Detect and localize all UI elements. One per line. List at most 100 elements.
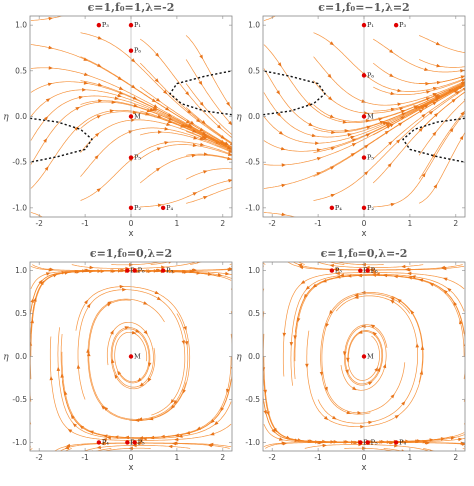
stream-arrow bbox=[155, 97, 161, 102]
streamline-15 bbox=[313, 56, 465, 106]
streamline-30 bbox=[185, 107, 232, 144]
stream-arrow bbox=[228, 149, 232, 153]
x-tick-label: -2 bbox=[268, 219, 276, 228]
stream-arrow bbox=[30, 368, 31, 369]
stream-arrow bbox=[75, 106, 80, 111]
stream-arrow bbox=[173, 441, 178, 445]
stream-arrow bbox=[394, 415, 400, 419]
stream-arrow bbox=[281, 163, 286, 167]
stream-arrow bbox=[130, 118, 136, 122]
panel-3: ϵ=1,f₀=0,λ=2-2-1012-1.0-0.50.00.51.0xηP₁… bbox=[3, 247, 233, 473]
stream-arrow bbox=[342, 120, 348, 124]
stream-arrow bbox=[319, 371, 324, 377]
streamline-22 bbox=[49, 336, 232, 441]
stream-arrow bbox=[330, 193, 336, 198]
stream-arrow bbox=[196, 118, 201, 123]
stream-arrow bbox=[354, 440, 359, 445]
critical-point-label: P₃ bbox=[399, 21, 406, 29]
stream-arrow bbox=[103, 406, 109, 411]
stream-arrow bbox=[394, 443, 399, 448]
streamline-30 bbox=[418, 83, 465, 108]
streamline-32 bbox=[317, 295, 418, 424]
stream-arrow bbox=[363, 111, 369, 115]
stream-arrow bbox=[366, 125, 371, 130]
separatrix-left bbox=[30, 117, 93, 163]
stream-arrow bbox=[421, 113, 426, 118]
stream-arrow bbox=[311, 133, 317, 138]
stream-arrow bbox=[199, 101, 204, 107]
stream-arrow bbox=[374, 367, 378, 372]
stream-arrow bbox=[214, 421, 219, 426]
stream-arrow bbox=[361, 99, 366, 103]
stream-arrow bbox=[263, 367, 266, 372]
stream-arrow bbox=[263, 344, 264, 345]
stream-arrow bbox=[390, 440, 395, 445]
y-tick-label: 0.5 bbox=[248, 66, 260, 75]
streamline-27 bbox=[418, 110, 465, 180]
streamline-8 bbox=[263, 16, 276, 21]
stream-arrow bbox=[385, 122, 390, 126]
critical-point-label: P₅ bbox=[371, 438, 378, 446]
stream-arrow bbox=[65, 443, 71, 448]
streamline-33 bbox=[88, 299, 189, 420]
stream-arrow bbox=[198, 80, 203, 86]
stream-arrow bbox=[217, 273, 223, 277]
stream-arrow bbox=[459, 319, 463, 325]
streamline-33 bbox=[418, 35, 465, 54]
stream-arrow bbox=[85, 268, 90, 273]
stream-arrow bbox=[117, 370, 122, 376]
critical-point bbox=[160, 268, 166, 273]
stream-arrow bbox=[132, 96, 138, 100]
stream-arrow bbox=[235, 144, 240, 148]
stream-arrow bbox=[424, 67, 429, 71]
streamline-9 bbox=[313, 88, 465, 201]
stream-arrow bbox=[334, 268, 339, 272]
stream-arrow bbox=[174, 433, 180, 437]
stream-arrow bbox=[170, 399, 175, 404]
stream-arrow bbox=[360, 424, 365, 429]
stream-arrow bbox=[458, 437, 463, 442]
y-tick-label: 0.0 bbox=[248, 112, 260, 121]
x-tick-label: 1 bbox=[408, 219, 413, 228]
stream-arrow bbox=[155, 167, 161, 172]
stream-arrow bbox=[453, 301, 457, 306]
stream-arrow bbox=[312, 283, 317, 288]
critical-point-label: M bbox=[367, 113, 374, 121]
streamline-33 bbox=[321, 293, 411, 414]
streamline-9 bbox=[263, 262, 266, 265]
stream-arrow bbox=[443, 277, 448, 281]
stream-arrow bbox=[273, 427, 277, 433]
stream-arrow bbox=[97, 36, 103, 40]
critical-point-label: P₂ bbox=[367, 204, 374, 212]
stream-arrow bbox=[163, 89, 168, 95]
streamline-31 bbox=[185, 83, 232, 136]
stream-arrow bbox=[322, 443, 327, 448]
stream-arrow bbox=[468, 75, 473, 78]
stream-arrow bbox=[461, 442, 465, 446]
stream-arrow bbox=[226, 388, 230, 394]
stream-arrow bbox=[67, 429, 73, 433]
stream-arrow bbox=[228, 179, 232, 183]
stream-arrow bbox=[368, 381, 373, 386]
stream-arrow bbox=[166, 122, 171, 126]
streamline-12 bbox=[64, 448, 72, 451]
stream-arrow bbox=[406, 268, 411, 272]
stream-arrow bbox=[121, 268, 126, 273]
stream-arrow bbox=[118, 86, 124, 90]
panel-title: ϵ=1,f₀=−1,λ=2 bbox=[318, 1, 409, 14]
stream-arrow bbox=[425, 97, 431, 101]
y-tick-label: -1.0 bbox=[245, 438, 260, 447]
critical-point-label: P₃ bbox=[335, 267, 342, 275]
streamline-9 bbox=[80, 141, 232, 201]
x-tick-label: -2 bbox=[268, 453, 276, 462]
stream-arrow bbox=[200, 142, 205, 147]
streamline-3 bbox=[30, 95, 232, 150]
streamline-23 bbox=[372, 62, 465, 85]
stream-arrow bbox=[415, 343, 420, 348]
stream-arrow bbox=[305, 285, 310, 290]
stream-arrow bbox=[33, 297, 37, 302]
y-tick-label: -1.0 bbox=[245, 203, 260, 212]
y-tick-label: -1.0 bbox=[12, 203, 27, 212]
critical-point-label: P₅ bbox=[367, 154, 374, 162]
streamline-11 bbox=[80, 119, 232, 153]
